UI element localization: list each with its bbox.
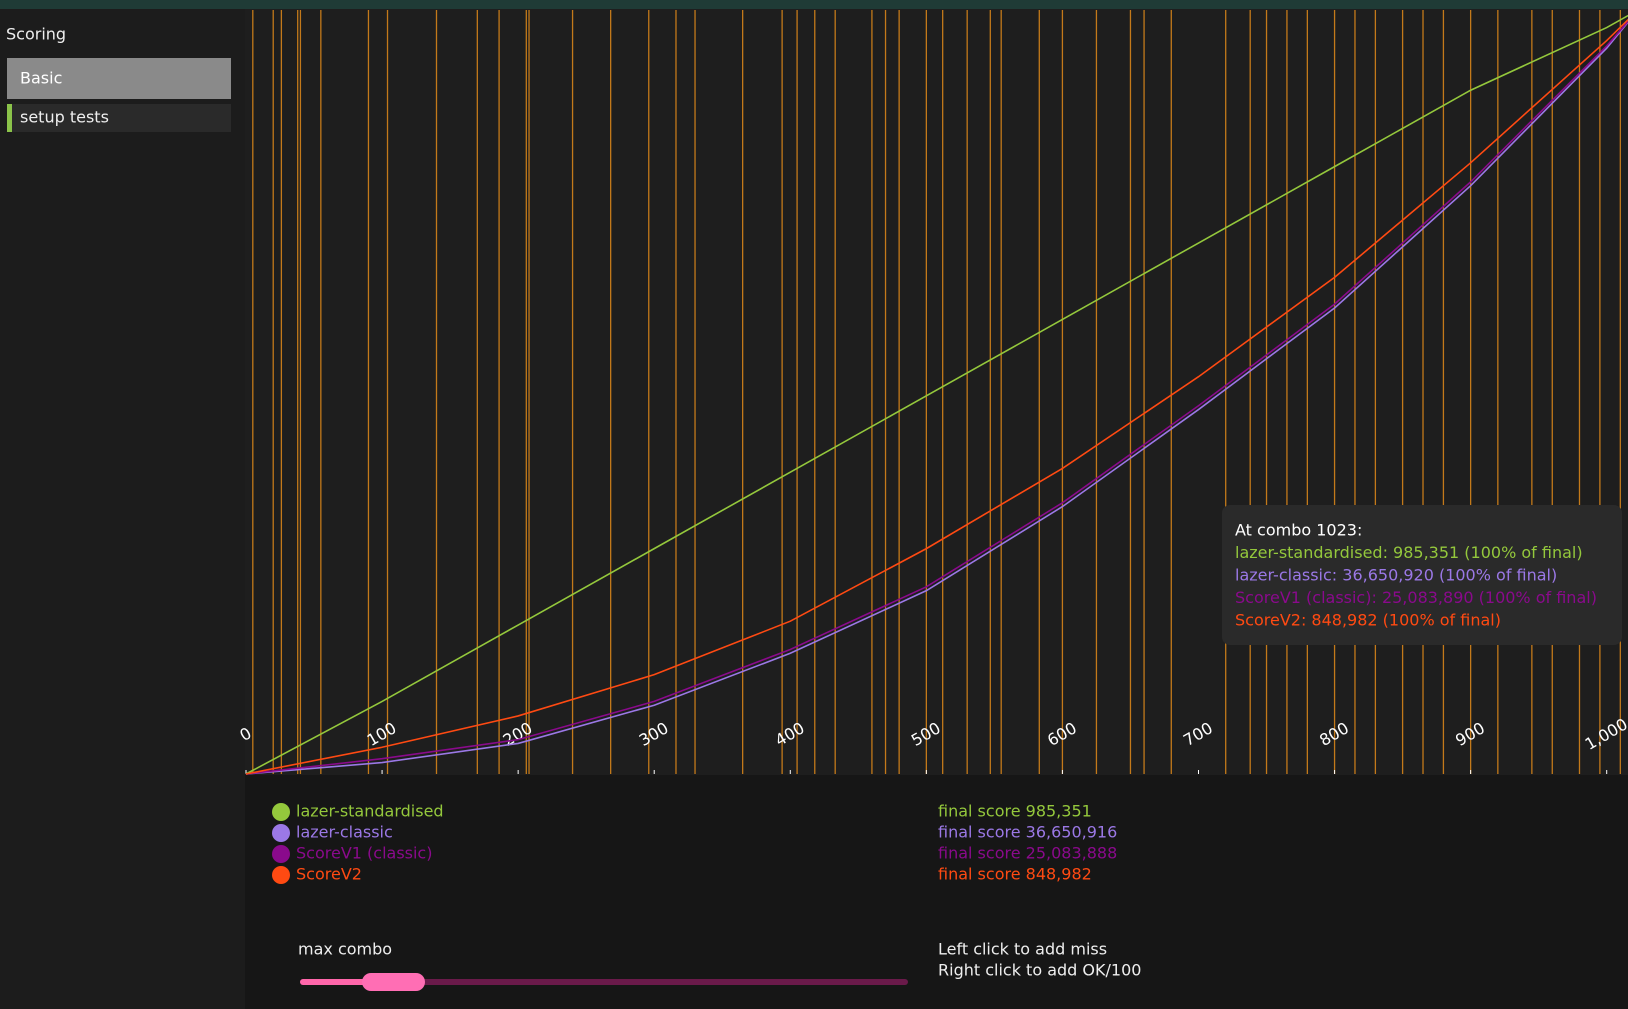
sidebar (0, 0, 245, 1009)
slider-track[interactable] (300, 979, 908, 985)
final-score: final score 25,083,888 (938, 844, 1117, 863)
tooltip-line: lazer-classic: 36,650,920 (100% of final… (1235, 566, 1557, 585)
legend-dot (272, 866, 290, 884)
instruction: Right click to add OK/100 (938, 961, 1141, 980)
tooltip-line: ScoreV2: 848,982 (100% of final) (1235, 611, 1501, 630)
tooltip-line: At combo 1023: (1235, 521, 1362, 540)
slider-label: max combo (298, 940, 392, 959)
tooltip-bg (1222, 505, 1622, 645)
top-bar (0, 0, 1628, 9)
final-score: final score 36,650,916 (938, 823, 1117, 842)
legend-label: ScoreV1 (classic) (296, 844, 432, 863)
final-score: final score 985,351 (938, 802, 1092, 821)
sidebar-title: Scoring (6, 25, 66, 44)
slider-handle[interactable] (362, 973, 425, 991)
legend: lazer-standardised final score 985,351 laz… (272, 802, 1117, 884)
setup-tests-row[interactable] (7, 104, 231, 132)
legend-dot (272, 845, 290, 863)
graph-bg (245, 0, 1628, 775)
score-line (245, 14, 1628, 775)
score-line (245, 20, 1628, 775)
tooltip: At combo 1023: lazer-standardised: 985,35… (1222, 505, 1622, 645)
instruction: Left click to add miss (938, 940, 1107, 959)
score-line (245, 20, 1628, 775)
legend-label: ScoreV2 (296, 865, 362, 884)
basic-button[interactable] (7, 58, 231, 99)
final-score: final score 848,982 (938, 865, 1092, 884)
step-indicator (7, 104, 12, 132)
score-line (245, 18, 1628, 775)
setup-tests-label[interactable]: setup tests (20, 108, 109, 127)
tooltip-line: lazer-standardised: 985,351 (100% of fin… (1235, 543, 1583, 562)
legend-dot (272, 803, 290, 821)
legend-dot (272, 824, 290, 842)
legend-label: lazer-standardised (296, 802, 444, 821)
basic-label[interactable]: Basic (20, 69, 62, 88)
tooltip-line: ScoreV1 (classic): 25,083,890 (100% of f… (1235, 588, 1597, 607)
legend-label: lazer-classic (296, 823, 393, 842)
plot: 0 100 200 300 400 500 600 700 800 900 1,000 (236, 10, 1628, 775)
